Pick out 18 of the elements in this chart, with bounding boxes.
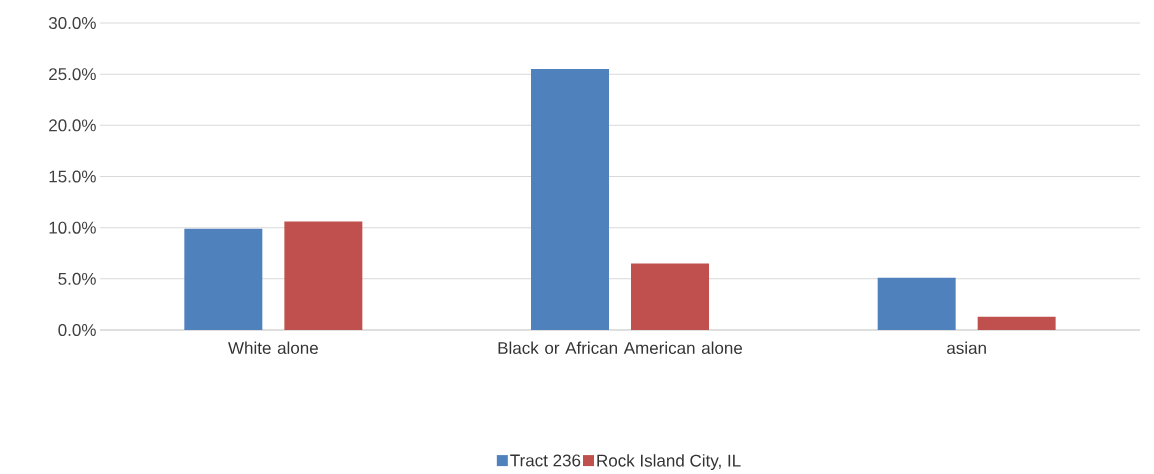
bar bbox=[877, 277, 956, 330]
y-tick-label: 25.0% bbox=[49, 68, 96, 81]
bar bbox=[284, 221, 363, 330]
y-tick-label: 10.0% bbox=[49, 221, 96, 234]
legend-label: Tract 236 bbox=[510, 454, 581, 467]
x-tick-label: Black or African American alone bbox=[498, 341, 743, 355]
legend-label: Rock Island City, IL bbox=[597, 454, 741, 471]
bar bbox=[531, 69, 609, 330]
y-tick-label: 30.0% bbox=[48, 16, 96, 30]
x-tick-label: White alone bbox=[228, 341, 318, 355]
bar bbox=[977, 316, 1056, 330]
bar bbox=[184, 228, 263, 330]
y-tick-label: 0.0% bbox=[58, 323, 96, 337]
x-tick-label: asian bbox=[947, 341, 986, 355]
y-tick-label: 20.0% bbox=[49, 119, 96, 132]
y-tick-label: 5.0% bbox=[58, 272, 96, 285]
bar bbox=[631, 263, 709, 330]
y-tick-label: 15.0% bbox=[49, 170, 96, 183]
